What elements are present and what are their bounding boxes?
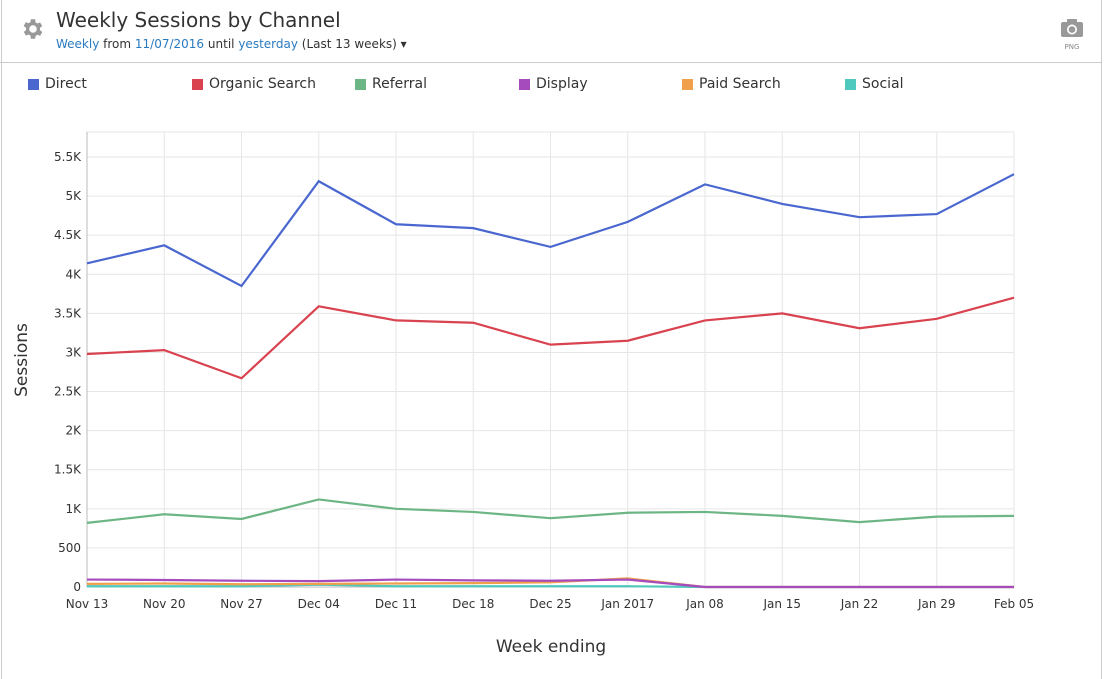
legend-swatch — [28, 78, 39, 90]
camera-icon — [1061, 19, 1083, 37]
legend-label: Organic Search — [209, 76, 317, 92]
legend-item-paid-search[interactable]: Paid Search — [682, 76, 781, 92]
export-png-button[interactable]: PNG — [1060, 18, 1084, 51]
legend-swatch — [845, 78, 856, 90]
until-label: until — [207, 37, 235, 51]
legend-swatch — [682, 78, 693, 90]
chart-legend: Direct Organic Search Referral Display Paid … — [0, 76, 1100, 96]
caret-down-icon[interactable]: ▾ — [400, 37, 407, 51]
until-link[interactable]: yesterday — [238, 37, 298, 51]
legend-item-organic-search[interactable]: Organic Search — [192, 76, 316, 92]
legend-label: Paid Search — [699, 76, 781, 92]
legend-item-social[interactable]: Social — [845, 76, 904, 92]
widget-header: Weekly Sessions by Channel Weekly from 1… — [0, 0, 1101, 63]
legend-label: Referral — [372, 76, 427, 92]
legend-item-display[interactable]: Display — [519, 76, 588, 92]
range-note: (Last 13 weeks) — [301, 37, 397, 51]
legend-label: Social — [862, 76, 904, 92]
date-range-selector[interactable]: Weekly from 11/07/2016 until yesterday (… — [56, 37, 407, 51]
legend-label: Direct — [45, 76, 87, 92]
legend-swatch — [192, 78, 203, 90]
from-label: from — [103, 37, 132, 51]
legend-item-referral[interactable]: Referral — [355, 76, 427, 92]
legend-item-direct[interactable]: Direct — [28, 76, 87, 92]
chart-title: Weekly Sessions by Channel — [56, 8, 341, 32]
legend-label: Display — [536, 76, 588, 92]
period-link[interactable]: Weekly — [56, 37, 100, 51]
legend-swatch — [519, 78, 530, 90]
png-label: PNG — [1064, 43, 1080, 51]
gear-icon[interactable] — [20, 16, 46, 42]
from-date-link[interactable]: 11/07/2016 — [134, 37, 205, 51]
legend-swatch — [355, 78, 366, 90]
